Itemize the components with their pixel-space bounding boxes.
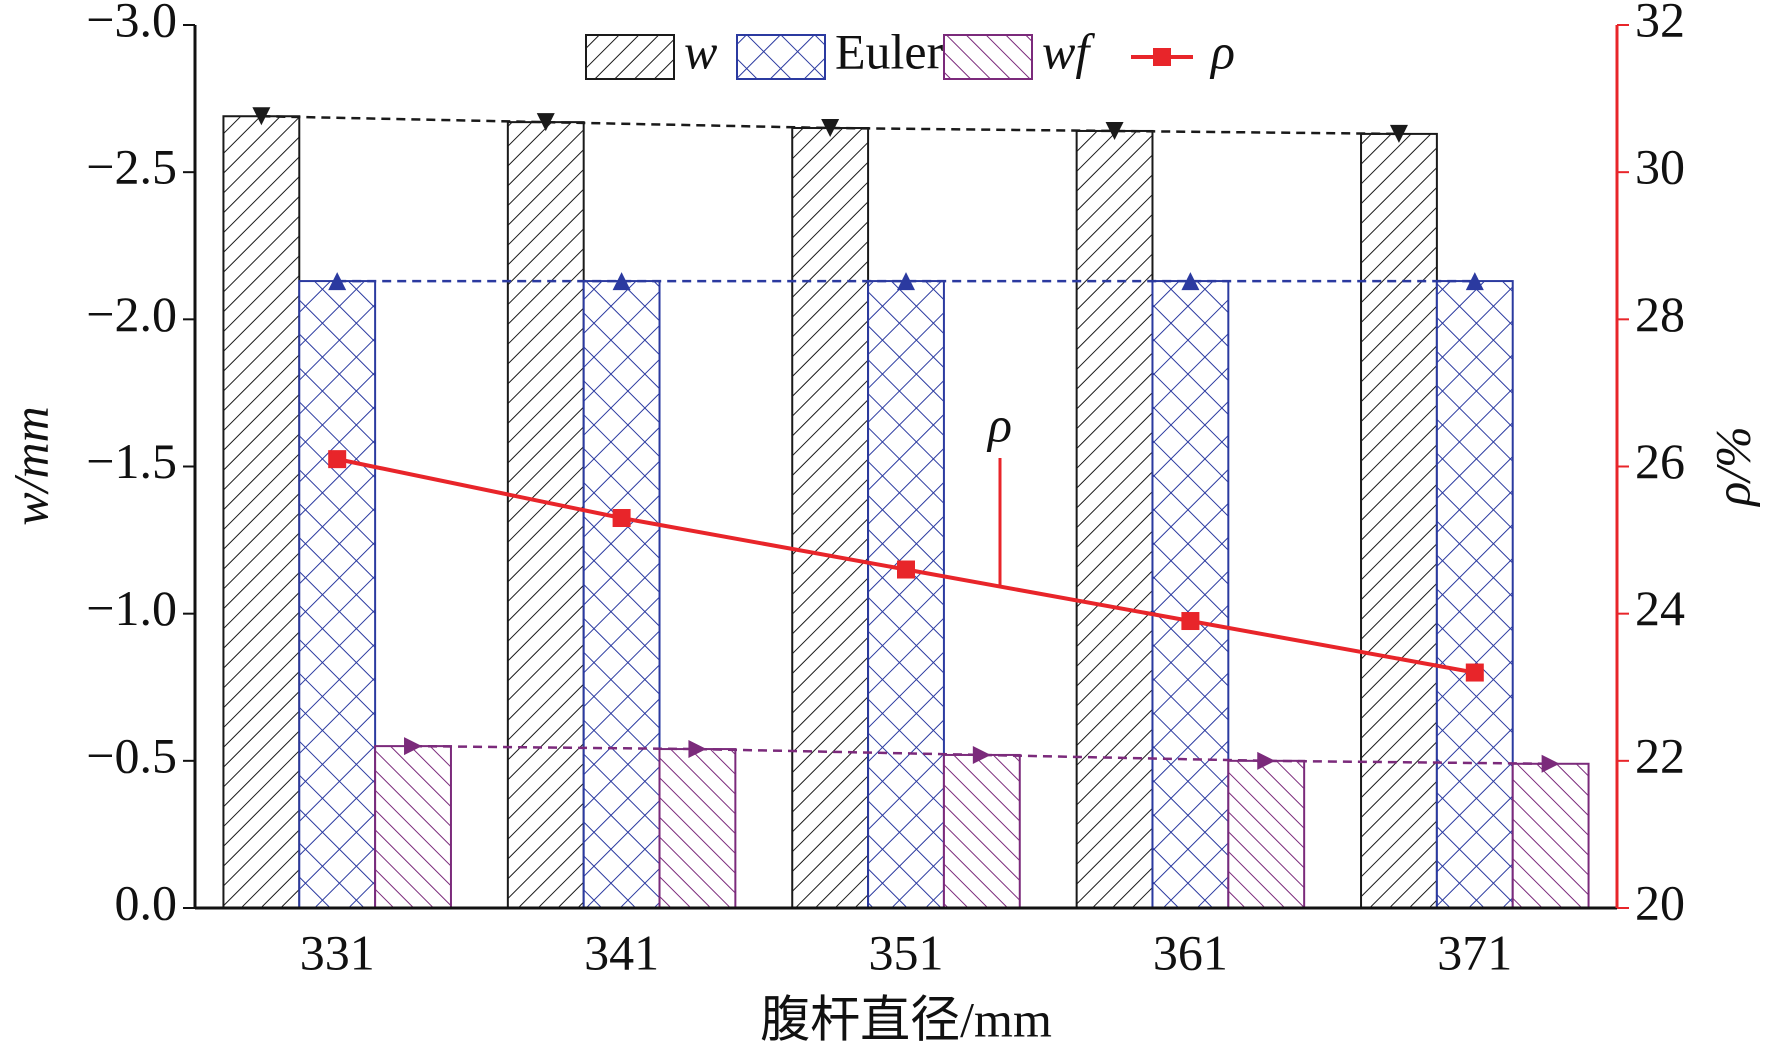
legend-label: ρ [1209,23,1235,79]
bar [942,753,1021,909]
y2-tick-label: 22 [1635,727,1685,783]
bar [658,748,737,909]
point-marker [972,745,991,764]
legend-marker [1153,48,1171,66]
y2-tick-label: 32 [1635,0,1685,47]
point-marker [612,272,631,291]
y-tick-label: −2.0 [86,286,177,342]
line-marker [328,450,347,469]
bar [506,121,585,909]
bar [1435,280,1514,909]
bar [791,127,870,909]
point-marker [688,740,707,759]
y-tick-label: −2.5 [86,139,177,195]
trend-line [413,744,1551,766]
y-tick-label: 0.0 [115,874,178,930]
point-marker [1181,272,1200,291]
legend-label: Euler [835,23,944,79]
line-marker [612,509,631,528]
y2-tick-label: 24 [1635,580,1685,636]
y-tick-label: −0.5 [86,727,177,783]
point-marker [536,113,555,132]
point-marker [328,272,347,291]
bar [1511,762,1590,909]
bar [867,280,945,909]
y-axis-label: w/mm [2,406,58,525]
bar [1151,280,1230,909]
legend-swatch [736,34,826,80]
x-axis-label: 腹杆直径/mm [760,991,1052,1047]
x-tick-label: 351 [869,924,944,980]
point-marker [1541,754,1560,773]
x-tick-label: 371 [1437,924,1512,980]
line-marker [897,560,915,579]
y2-tick-label: 20 [1635,874,1685,930]
point-marker [1389,124,1408,143]
bar [582,280,661,909]
line-marker [1181,612,1200,631]
legend-swatch [943,34,1033,80]
bar [374,745,452,909]
legend-swatch [585,34,675,80]
point-marker [404,737,423,756]
y2-tick-label: 26 [1635,433,1685,489]
line-marker [1465,663,1484,682]
bar [1075,129,1154,909]
y2-tick-label: 30 [1635,139,1685,195]
y2-axis-label: ρ/% [1704,426,1760,508]
y-tick-label: −1.0 [86,580,177,636]
bar [1227,759,1306,909]
point-marker [1465,272,1484,291]
bar [222,115,301,909]
legend-label: wf [1042,23,1095,79]
bar [1360,132,1438,910]
y-tick-label: −3.0 [86,0,177,47]
x-tick-label: 361 [1153,924,1228,980]
point-marker [821,119,840,138]
point-marker [897,272,915,291]
legend-label: w [684,23,717,79]
x-tick-label: 341 [584,924,659,980]
point-marker [252,107,271,126]
point-marker [1105,121,1124,140]
trend-line [261,114,1399,136]
x-tick-label: 331 [300,924,375,980]
annotation: ρ [986,396,1012,452]
point-marker [1257,751,1276,770]
y-tick-label: −1.5 [86,433,177,489]
y2-tick-label: 28 [1635,286,1685,342]
bar [298,280,377,909]
